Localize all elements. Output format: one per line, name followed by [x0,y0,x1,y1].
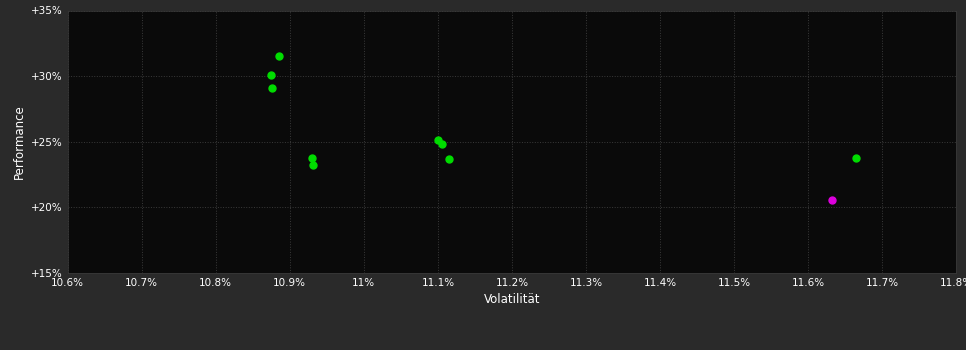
Point [304,155,320,160]
Point [848,155,864,160]
Point [264,72,279,78]
Point [306,162,322,168]
Point [824,197,839,202]
Y-axis label: Performance: Performance [13,104,25,179]
Point [430,138,445,143]
Point [441,156,457,162]
X-axis label: Volatilität: Volatilität [484,293,540,306]
Point [270,54,286,59]
Point [265,85,280,91]
Point [434,141,449,147]
